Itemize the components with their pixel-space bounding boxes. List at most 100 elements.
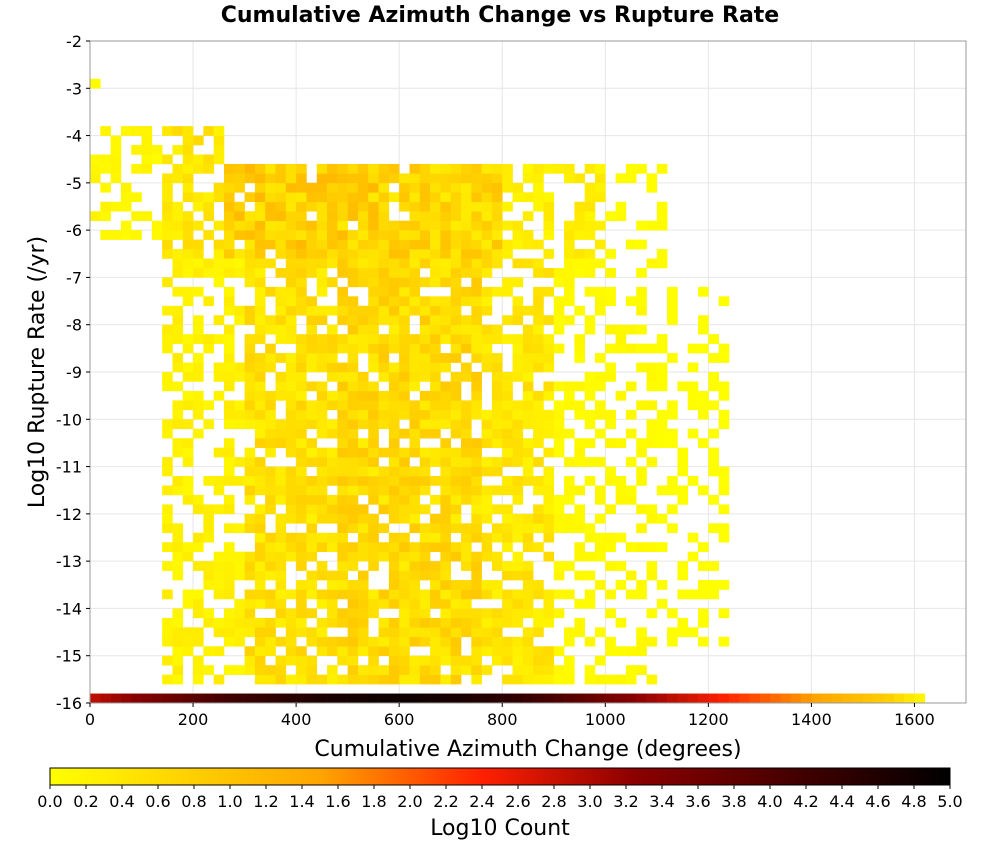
heatmap-cell <box>234 305 245 316</box>
heatmap-cell <box>646 173 658 184</box>
heatmap-cell <box>481 296 493 307</box>
heatmap-cell <box>543 532 555 543</box>
heatmap-cell <box>409 220 421 231</box>
heatmap-cell <box>677 457 689 467</box>
heatmap-cell <box>512 646 524 657</box>
heatmap-cell <box>450 608 462 619</box>
heatmap-cell <box>296 580 307 590</box>
heatmap-cell <box>347 674 359 685</box>
heatmap-cell <box>172 173 184 184</box>
heatmap-cell <box>491 182 503 193</box>
heatmap-cell <box>347 239 359 250</box>
heatmap-cell <box>419 343 431 354</box>
heatmap-cell <box>636 447 647 458</box>
heatmap-cell <box>316 466 328 477</box>
heatmap-cell <box>254 258 266 269</box>
heatmap-cell <box>388 457 400 467</box>
heatmap-cell <box>265 504 276 515</box>
heatmap-cell <box>254 646 266 657</box>
heatmap-cell <box>347 580 359 590</box>
heatmap-cell <box>337 589 348 600</box>
heatmap-cell-bottom-row <box>223 693 235 703</box>
heatmap-cell <box>481 192 493 203</box>
heatmap-cell <box>502 542 513 552</box>
heatmap-cell <box>461 598 472 609</box>
heatmap-cell <box>368 173 379 184</box>
heatmap-cell <box>306 258 318 269</box>
heatmap-cell <box>378 674 390 685</box>
heatmap-cell <box>543 409 555 420</box>
heatmap-cell <box>368 163 379 174</box>
heatmap-cell <box>347 173 359 184</box>
heatmap-cell <box>337 372 348 382</box>
heatmap-cell <box>182 163 194 174</box>
heatmap-cell <box>667 627 678 638</box>
heatmap-cell <box>430 636 441 647</box>
heatmap-cell <box>450 485 462 496</box>
heatmap-cell <box>388 400 400 411</box>
heatmap-cell <box>687 589 699 600</box>
heatmap-cell <box>306 239 318 250</box>
heatmap-cell <box>378 315 390 326</box>
heatmap-cell <box>584 201 596 212</box>
heatmap-cell <box>471 674 482 685</box>
heatmap-cell <box>574 305 585 316</box>
heatmap-cell <box>594 580 606 590</box>
heatmap-cell <box>327 419 338 430</box>
heatmap-cell <box>522 598 534 609</box>
heatmap-cell <box>357 343 369 354</box>
heatmap-cell <box>162 182 173 193</box>
heatmap-cell <box>574 409 585 420</box>
heatmap-cell <box>337 561 348 571</box>
heatmap-cell-bottom-row <box>172 693 184 703</box>
heatmap-cell <box>502 409 513 420</box>
heatmap-cell <box>522 230 534 240</box>
heatmap-cell <box>708 457 719 467</box>
heatmap-cell <box>409 230 421 240</box>
heatmap-cell <box>502 249 513 259</box>
heatmap-cell <box>378 334 390 344</box>
heatmap-cell <box>553 447 565 458</box>
heatmap-cell <box>327 249 338 259</box>
heatmap-cell-bottom-row <box>893 693 905 703</box>
heatmap-cell <box>656 372 668 382</box>
heatmap-cell <box>306 315 318 326</box>
heatmap-cell <box>667 409 678 420</box>
heatmap-cell-bottom-row <box>533 693 544 703</box>
heatmap-cell <box>667 636 678 647</box>
heatmap-cell <box>512 655 524 666</box>
heatmap-cell <box>285 353 297 363</box>
heatmap-cell <box>203 230 214 240</box>
heatmap-cell <box>193 334 204 344</box>
heatmap-cell <box>327 305 338 316</box>
heatmap-cell <box>502 419 513 430</box>
heatmap-cell <box>471 570 482 581</box>
heatmap-cell <box>327 646 338 657</box>
heatmap-cell <box>223 419 235 430</box>
heatmap-cell <box>409 608 421 619</box>
heatmap-cell <box>543 617 555 628</box>
heatmap-cell-bottom-row <box>100 693 111 703</box>
heatmap-cell <box>522 258 534 269</box>
heatmap-cell <box>244 447 256 458</box>
heatmap-cell <box>337 173 348 184</box>
heatmap-cell <box>388 239 400 250</box>
heatmap-cell <box>625 296 637 307</box>
heatmap-cell <box>203 665 214 675</box>
heatmap-cell <box>450 466 462 477</box>
heatmap-cell <box>378 542 390 552</box>
heatmap-cell <box>306 476 318 486</box>
heatmap-cell <box>162 211 173 221</box>
heatmap-cell <box>419 353 431 363</box>
heatmap-cell <box>213 372 225 382</box>
heatmap-cell <box>182 267 194 278</box>
heatmap-cell <box>419 589 431 600</box>
heatmap-cell <box>605 532 616 543</box>
heatmap-cell <box>399 532 410 543</box>
heatmap-cell <box>594 513 606 524</box>
heatmap-cell <box>409 163 421 174</box>
heatmap-cell <box>430 409 441 420</box>
heatmap-cell <box>656 249 668 259</box>
heatmap-cell <box>306 230 318 240</box>
heatmap-cell <box>461 447 472 458</box>
